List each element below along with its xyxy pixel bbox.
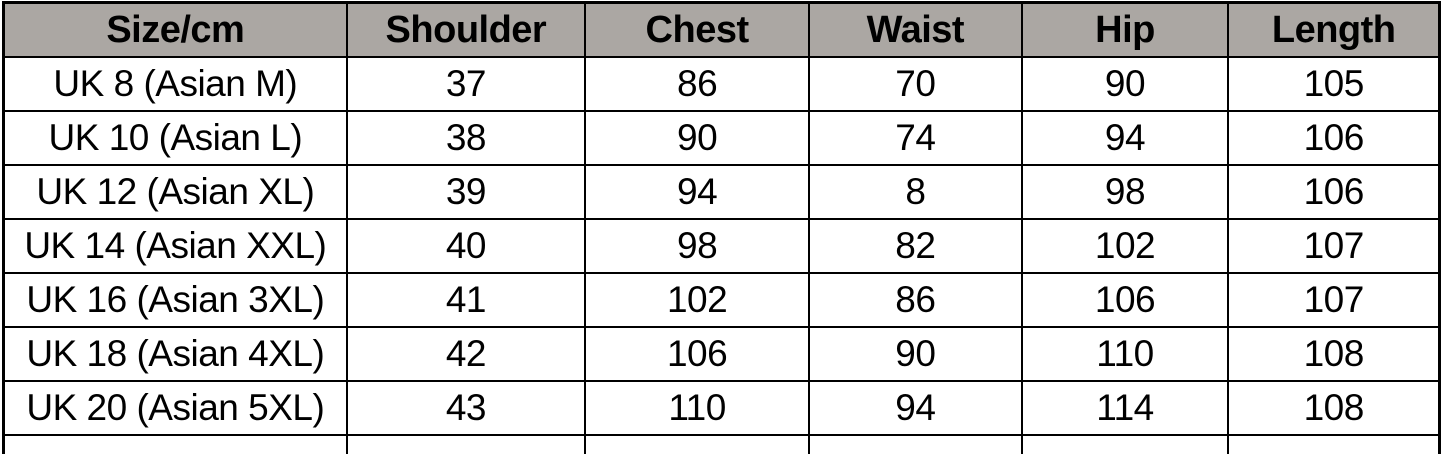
measurement-cell: 106 [1227, 110, 1441, 166]
measurement-cell: 70 [808, 56, 1023, 112]
measurement-cell: 106 [1020, 272, 1230, 328]
measurement-cell: 107 [1227, 272, 1441, 328]
measurement-cell: 74 [808, 110, 1023, 166]
empty-cell [584, 434, 811, 454]
header-cell: Length [1227, 1, 1441, 58]
size-label-cell: UK 16 (Asian 3XL) [2, 272, 348, 328]
measurement-cell: 38 [345, 110, 587, 166]
size-label-cell: UK 18 (Asian 4XL) [2, 326, 348, 382]
empty-cell [1227, 434, 1441, 454]
measurement-cell: 108 [1227, 380, 1441, 436]
measurement-cell: 110 [584, 380, 811, 436]
size-label-cell: UK 10 (Asian L) [2, 110, 348, 166]
header-cell: Chest [584, 1, 811, 58]
measurement-cell: 39 [345, 164, 587, 220]
measurement-cell: 110 [1020, 326, 1230, 382]
header-cell: Size/cm [2, 1, 348, 58]
measurement-cell: 90 [584, 110, 811, 166]
measurement-cell: 98 [1020, 164, 1230, 220]
measurement-cell: 86 [584, 56, 811, 112]
measurement-cell: 94 [1020, 110, 1230, 166]
header-cell: Hip [1020, 1, 1230, 58]
measurement-cell: 105 [1227, 56, 1441, 112]
header-row: Size/cm Shoulder Chest Waist Hip Length [2, 1, 1441, 58]
measurement-cell: 98 [584, 218, 811, 274]
size-label-cell: UK 8 (Asian M) [2, 56, 348, 112]
measurement-cell: 94 [808, 380, 1023, 436]
table-row: UK 14 (Asian XXL) 40 98 82 102 107 [2, 218, 1441, 274]
empty-cell [1020, 434, 1230, 454]
measurement-cell: 108 [1227, 326, 1441, 382]
table-header: Size/cm Shoulder Chest Waist Hip Length [2, 1, 1441, 58]
header-cell: Shoulder [345, 1, 587, 58]
table-row: UK 8 (Asian M) 37 86 70 90 105 [2, 56, 1441, 112]
table-row: UK 18 (Asian 4XL) 42 106 90 110 108 [2, 326, 1441, 382]
measurement-cell: 90 [808, 326, 1023, 382]
table-row: UK 10 (Asian L) 38 90 74 94 106 [2, 110, 1441, 166]
empty-cell [345, 434, 587, 454]
size-label-cell: UK 20 (Asian 5XL) [2, 380, 348, 436]
measurement-cell: 37 [345, 56, 587, 112]
measurement-cell: 86 [808, 272, 1023, 328]
measurement-cell: 102 [1020, 218, 1230, 274]
measurement-cell: 94 [584, 164, 811, 220]
size-label-cell: UK 14 (Asian XXL) [2, 218, 348, 274]
measurement-cell: 8 [808, 164, 1023, 220]
empty-cell [2, 434, 348, 454]
size-label-cell: UK 12 (Asian XL) [2, 164, 348, 220]
measurement-cell: 43 [345, 380, 587, 436]
measurement-cell: 82 [808, 218, 1023, 274]
header-cell: Waist [808, 1, 1023, 58]
measurement-cell: 114 [1020, 380, 1230, 436]
measurement-cell: 106 [1227, 164, 1441, 220]
table-row: UK 16 (Asian 3XL) 41 102 86 106 107 [2, 272, 1441, 328]
measurement-cell: 42 [345, 326, 587, 382]
table-row: UK 20 (Asian 5XL) 43 110 94 114 108 [2, 380, 1441, 436]
table-body: UK 8 (Asian M) 37 86 70 90 105 UK 10 (Asian L)… [2, 56, 1441, 454]
table-row: UK 12 (Asian XL) 39 94 8 98 106 [2, 164, 1441, 220]
measurement-cell: 102 [584, 272, 811, 328]
measurement-cell: 40 [345, 218, 587, 274]
empty-cell [808, 434, 1023, 454]
measurement-cell: 107 [1227, 218, 1441, 274]
measurement-cell: 106 [584, 326, 811, 382]
measurement-cell: 90 [1020, 56, 1230, 112]
table-row-partial [2, 434, 1441, 454]
measurement-cell: 41 [345, 272, 587, 328]
